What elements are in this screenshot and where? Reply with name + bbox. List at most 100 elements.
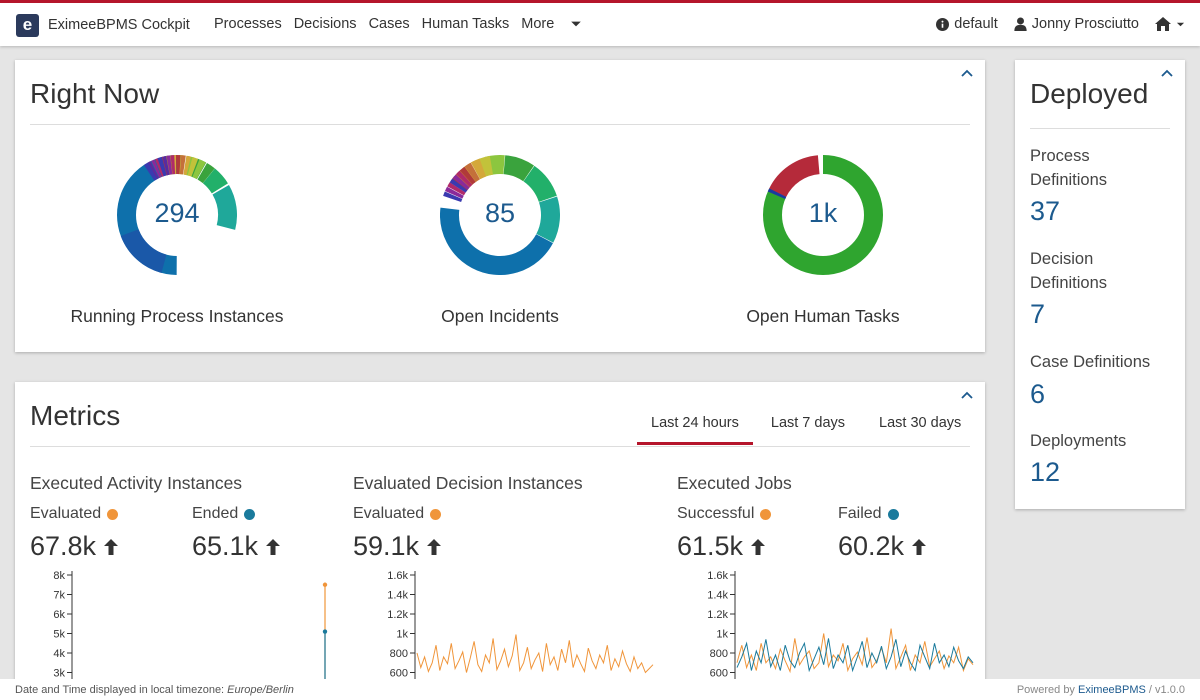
metric-title: Executed Jobs: [677, 473, 792, 493]
executed-jobs-chart[interactable]: 1.6k 1.4k 1.2k 1k 800 600: [655, 567, 985, 682]
stat-label: Evaluated: [30, 505, 119, 523]
stat-label: Successful: [677, 505, 772, 523]
engine-selector[interactable]: default: [936, 16, 998, 32]
y-tick-label: 1.4k: [707, 590, 728, 602]
footer: Date and Time displayed in local timezon…: [0, 679, 1200, 700]
stat-value-text: 61.5k: [677, 531, 744, 561]
decision-instances-chart[interactable]: 1.6k 1.4k 1.2k 1k 800 600: [335, 567, 655, 682]
stat-value: 59.1k: [353, 531, 442, 562]
legend-dot-orange: [107, 508, 119, 520]
stat-label-text: Ended: [192, 505, 239, 522]
stat-value: 61.5k: [677, 531, 766, 562]
panel-title: Right Now: [30, 78, 160, 109]
y-tick-label: 4k: [53, 648, 65, 660]
app-logo: e: [16, 13, 39, 37]
y-tick-label: 1.2k: [387, 609, 408, 621]
human-tasks-label: Open Human Tasks: [746, 306, 900, 326]
nav-cases[interactable]: Cases: [368, 16, 410, 32]
tab-last-24-hours[interactable]: Last 24 hours: [637, 411, 753, 445]
arrow-up-icon: [751, 538, 766, 555]
user-name: Jonny Prosciutto: [1031, 16, 1139, 32]
running-instances-count[interactable]: 294: [154, 198, 200, 228]
human-tasks-donut[interactable]: [763, 155, 883, 275]
caret-down-icon: [571, 21, 582, 27]
powered-by: Powered by EximeeBPMS / v1.0.0: [1017, 684, 1185, 696]
home-icon: [1155, 17, 1171, 31]
stat-label: Failed: [838, 505, 899, 523]
y-tick-label: 6k: [53, 609, 65, 621]
nav-human-tasks[interactable]: Human Tasks: [421, 16, 510, 32]
legend-dot-blue: [244, 508, 256, 520]
caret-down-icon: [1176, 22, 1185, 26]
collapse-icon[interactable]: [961, 390, 973, 400]
arrow-up-icon: [104, 538, 119, 555]
powered-link[interactable]: EximeeBPMS: [1078, 684, 1146, 696]
metric-title: Evaluated Decision Instances: [353, 473, 583, 493]
arrow-up-icon: [266, 538, 281, 555]
panel-title: Metrics: [30, 400, 121, 431]
stat-label: Evaluated: [353, 505, 442, 523]
metrics-panel: Metrics Last 24 hours Last 7 days Last 3…: [15, 382, 985, 682]
y-tick-label: 1.2k: [707, 609, 728, 621]
collapse-icon[interactable]: [1161, 68, 1173, 78]
legend-dot-orange: [760, 508, 772, 520]
brand[interactable]: e EximeeBPMS Cockpit: [16, 12, 190, 38]
nav-right: default Jonny Prosciutto: [920, 16, 1190, 32]
deployments-label: Deployments: [1030, 432, 1127, 450]
stat-value: 65.1k: [192, 531, 281, 562]
y-tick-label: 3k: [53, 668, 65, 680]
stat-value: 60.2k: [838, 531, 927, 562]
stat-label-text: Failed: [838, 505, 882, 522]
y-tick-label: 1.6k: [387, 570, 408, 582]
timezone-value: Europe/Berlin: [227, 684, 294, 696]
app-name: EximeeBPMS Cockpit: [48, 17, 190, 33]
activity-instances-chart[interactable]: 8k 7k 6k 5k 4k 3k: [15, 567, 335, 682]
series-line-evaluated: [416, 634, 654, 674]
y-tick-label: 600: [710, 668, 728, 680]
open-incidents-label: Open Incidents: [441, 306, 559, 326]
process-definitions-label: Process Definitions: [1030, 147, 1108, 189]
nav-more-label: More: [521, 16, 555, 32]
y-tick-label: 800: [390, 648, 408, 660]
series-line-failed: [736, 638, 974, 673]
series-line-successful: [736, 628, 974, 674]
open-incidents-count[interactable]: 85: [484, 198, 516, 228]
user-menu[interactable]: Jonny Prosciutto: [1014, 16, 1139, 32]
metric-title: Executed Activity Instances: [30, 473, 243, 493]
y-tick-label: 1k: [396, 629, 408, 641]
engine-name: default: [954, 16, 998, 32]
stat-label-text: Evaluated: [30, 505, 102, 522]
nav-decisions[interactable]: Decisions: [293, 16, 357, 32]
y-tick-label: 5k: [53, 629, 65, 641]
home-menu[interactable]: [1155, 17, 1190, 31]
deployments-count[interactable]: 12: [1030, 457, 1061, 487]
nav-more-dropdown[interactable]: More: [521, 16, 582, 32]
legend-dot-orange: [430, 508, 442, 520]
y-tick-label: 1.4k: [387, 590, 408, 602]
tab-last-30-days[interactable]: Last 30 days: [879, 415, 962, 431]
decision-definitions-label: Decision Definitions: [1030, 250, 1108, 292]
running-instances-donut[interactable]: [117, 155, 237, 275]
y-tick-label: 1.6k: [707, 570, 728, 582]
panel-title: Deployed: [1030, 78, 1149, 109]
info-icon: [936, 17, 950, 31]
human-tasks-count[interactable]: 1k: [808, 198, 838, 228]
stat-value-text: 65.1k: [192, 531, 259, 561]
data-point-ended[interactable]: [322, 629, 328, 634]
collapse-icon[interactable]: [961, 68, 973, 78]
decision-definitions-count[interactable]: 7: [1030, 299, 1046, 329]
case-definitions-count[interactable]: 6: [1030, 379, 1046, 409]
user-icon: [1014, 17, 1027, 31]
process-definitions-count[interactable]: 37: [1030, 196, 1061, 226]
stat-label-text: Successful: [677, 505, 755, 522]
nav-processes[interactable]: Processes: [214, 16, 282, 32]
powered-prefix: Powered by: [1016, 684, 1078, 696]
top-navbar: e EximeeBPMS Cockpit Processes Decisions…: [0, 0, 1200, 46]
legend-dot-blue: [887, 508, 899, 520]
open-incidents-donut[interactable]: [440, 155, 560, 275]
tab-last-7-days[interactable]: Last 7 days: [770, 415, 846, 431]
data-point-evaluated[interactable]: [322, 582, 328, 587]
stat-value-text: 60.2k: [838, 531, 905, 561]
stat-label: Ended: [192, 505, 256, 523]
y-tick-label: 800: [710, 648, 728, 660]
